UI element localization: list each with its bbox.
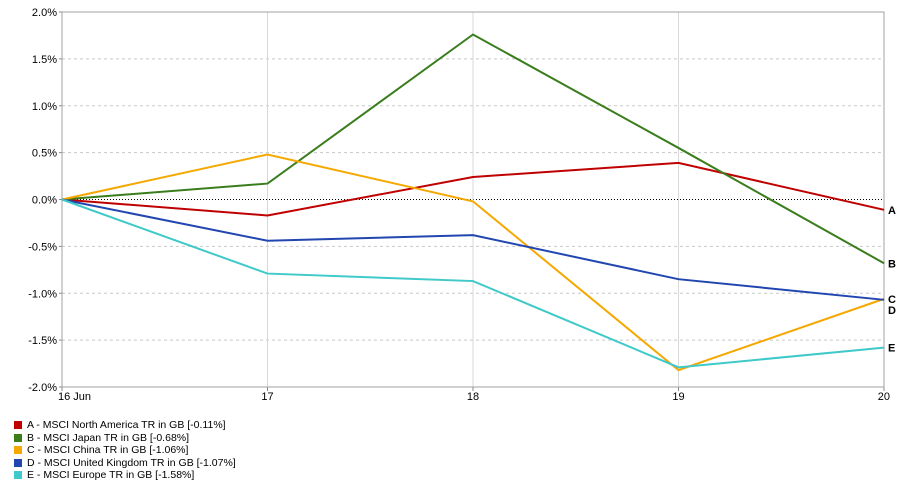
legend-item-a: A - MSCI North America TR in GB [-0.11%] [14,419,236,432]
tick-labels: 2.0% 1.5% 1.0% 0.5% 0.0% -0.5% -1.0% -1.5% -2.0%… [28,7,896,403]
legend-label: C - MSCI China TR in GB [-1.06%] [27,444,189,456]
legend-item-b: B - MSCI Japan TR in GB [-0.68%] [14,432,236,445]
legend-swatch [14,446,22,455]
legend-swatch [14,421,22,430]
legend-label: A - MSCI North America TR in GB [-0.11%] [27,419,226,431]
legend: A - MSCI North America TR in GB [-0.11%]… [14,419,236,482]
series-end-label-e: E [888,343,895,355]
legend-swatch [14,433,22,442]
legend-swatch [14,471,22,480]
x-tick-label: 20 [878,391,890,403]
series-end-label-b: B [888,258,896,270]
series-line-d [61,198,885,301]
x-tick-label: 17 [261,391,273,403]
y-tick-label: 0.0% [32,195,57,207]
y-tick-label: 2.0% [32,7,57,19]
x-tick-label: 16 Jun [58,391,91,403]
series-line-b [61,33,885,265]
line-chart: 2.0% 1.5% 1.0% 0.5% 0.0% -0.5% -1.0% -1.5% -2.0%… [28,7,896,403]
series-line-a [61,161,885,217]
legend-label: E - MSCI Europe TR in GB [-1.58%] [27,469,195,481]
legend-item-e: E - MSCI Europe TR in GB [-1.58%] [14,469,236,482]
series-line-c [61,153,885,372]
series-end-label-a: A [888,205,896,217]
series-end-label-c: C [888,294,896,306]
series-lines [61,33,885,372]
y-tick-label: 0.5% [32,148,57,160]
grid-lines [62,12,884,387]
legend-label: D - MSCI United Kingdom TR in GB [-1.07%… [27,456,236,469]
y-tick-label: -1.5% [28,335,57,347]
y-tick-label: 1.5% [32,54,57,66]
series-line-e [61,198,885,369]
y-tick-label: -2.0% [28,382,57,394]
y-tick-label: -1.0% [28,288,57,300]
series-end-label-d: D [888,305,896,317]
legend-label: B - MSCI Japan TR in GB [-0.68%] [27,431,190,444]
y-tick-label: -0.5% [28,241,57,253]
x-tick-label: 18 [467,391,479,403]
legend-item-d: D - MSCI United Kingdom TR in GB [-1.07%… [14,457,236,470]
x-tick-label: 19 [672,391,684,403]
legend-swatch [14,458,22,467]
legend-item-c: C - MSCI China TR in GB [-1.06%] [14,444,236,457]
y-tick-label: 1.0% [32,101,57,113]
